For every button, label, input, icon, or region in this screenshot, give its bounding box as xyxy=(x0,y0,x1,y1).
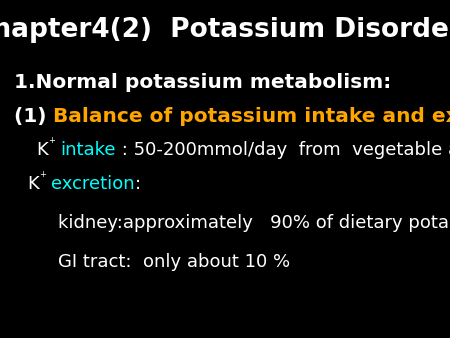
Text: intake: intake xyxy=(60,141,116,160)
Text: 1.Normal potassium metabolism:: 1.Normal potassium metabolism: xyxy=(14,73,391,92)
Text: K: K xyxy=(36,141,48,160)
Text: kidney:approximately   90% of dietary potassium: kidney:approximately 90% of dietary pota… xyxy=(58,214,450,232)
Text: excretion: excretion xyxy=(51,175,135,193)
Text: K: K xyxy=(27,175,39,193)
Text: +: + xyxy=(39,170,45,179)
Text: :: : xyxy=(135,175,141,193)
Text: +: + xyxy=(48,137,54,145)
Text: (1): (1) xyxy=(14,107,53,126)
Text: GI tract:  only about 10 %: GI tract: only about 10 % xyxy=(58,253,291,271)
Text: Balance of potassium intake and excretion:: Balance of potassium intake and excretio… xyxy=(53,107,450,126)
Text: : 50-200mmol/day  from  vegetable and fruit: : 50-200mmol/day from vegetable and frui… xyxy=(116,141,450,160)
Text: Chapter4(2)  Potassium Disorders: Chapter4(2) Potassium Disorders xyxy=(0,18,450,43)
